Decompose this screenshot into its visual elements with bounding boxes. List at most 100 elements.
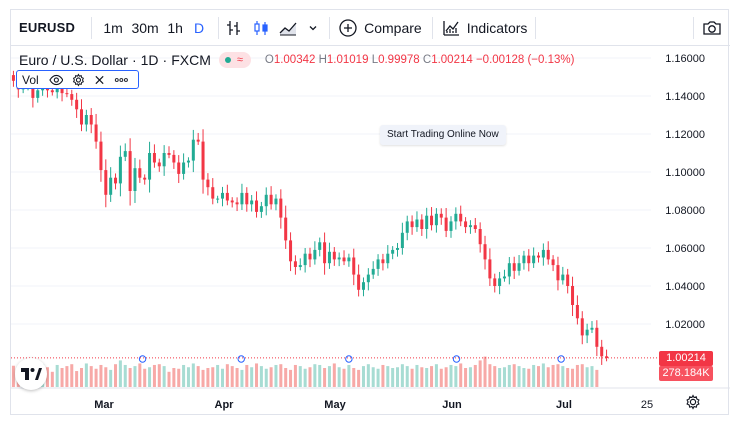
volume-bar	[352, 368, 356, 387]
candle-body	[114, 177, 118, 184]
snapshot-button[interactable]	[694, 10, 730, 46]
candle-body	[240, 192, 244, 205]
volume-bar	[225, 364, 229, 387]
volume-bar	[84, 363, 88, 387]
price-chart[interactable]: 1.16000 1.14000 1.12000 1.10000 1.08000 1.060…	[11, 10, 730, 416]
candle-body	[361, 282, 365, 290]
interval-30m-button[interactable]: 30m	[131, 19, 159, 36]
volume-bar	[196, 366, 200, 387]
candle-body	[245, 192, 249, 205]
last-price-tag: 1.00214	[659, 351, 713, 366]
more-horizontal-icon[interactable]	[114, 77, 129, 83]
candle-body	[250, 200, 254, 205]
volume-bar	[376, 368, 380, 387]
tradingview-logo[interactable]	[15, 358, 47, 390]
event-marker-icon	[138, 355, 147, 363]
volume-bar	[361, 366, 365, 387]
volume-legend[interactable]: Vol	[16, 70, 139, 89]
close-icon[interactable]	[94, 74, 105, 86]
candle-body	[468, 225, 472, 228]
candle-body	[318, 242, 322, 250]
volume-bar	[99, 364, 103, 387]
symbol-search-button[interactable]: EURUSD	[19, 20, 76, 35]
volume-bar	[561, 366, 565, 387]
volume-bar	[595, 369, 599, 387]
eye-icon[interactable]	[48, 74, 64, 86]
interval-1h-button[interactable]: 1h	[167, 19, 183, 36]
volume-bar	[366, 364, 370, 387]
candle-body	[561, 274, 565, 281]
volume-bar	[527, 368, 531, 387]
candle-body	[123, 151, 127, 157]
toolbar-divider	[693, 16, 694, 39]
legend-separator: ·	[131, 52, 137, 68]
candle-body	[386, 253, 390, 264]
time-axis[interactable]: Mar Apr May Jun Jul 25	[94, 399, 653, 411]
settings-gear-icon[interactable]	[685, 394, 701, 410]
volume-bar	[191, 363, 195, 387]
price-tick-label: 1.16000	[665, 53, 705, 65]
bar-style-button[interactable]	[219, 10, 249, 46]
volume-bar	[206, 368, 210, 387]
volume-bar	[216, 364, 220, 387]
volume-bar	[70, 364, 74, 387]
price-axis[interactable]: 1.16000 1.14000 1.12000 1.10000 1.08000 1.060…	[665, 53, 705, 331]
low-value: 0.99978	[378, 54, 420, 66]
candle-body	[527, 255, 531, 264]
candles-style-button[interactable]	[249, 10, 273, 46]
indicators-icon	[443, 20, 459, 36]
volume-bar	[381, 364, 385, 387]
volume-bar	[391, 368, 395, 387]
indicators-button[interactable]: Indicators	[433, 10, 536, 46]
volume-bar	[220, 368, 224, 387]
candle-body	[201, 141, 205, 180]
candle-body	[206, 179, 210, 188]
volume-bar	[430, 366, 434, 387]
volume-bar	[157, 364, 161, 387]
candle-body	[308, 253, 312, 260]
chart-type-dropdown[interactable]	[303, 10, 323, 46]
volume-bar	[308, 367, 312, 387]
volume-bar	[405, 366, 409, 387]
volume-bar	[536, 366, 541, 387]
candle-body	[502, 276, 506, 279]
volume-bar	[566, 368, 570, 387]
candle-body	[172, 154, 176, 163]
volume-bar	[425, 368, 429, 387]
volume-bar	[303, 368, 307, 387]
candle-body	[269, 194, 273, 205]
interval-d-button[interactable]: D	[194, 19, 205, 36]
chevron-down-icon	[309, 25, 317, 30]
open-key: O	[264, 54, 274, 66]
toolbar-divider	[431, 16, 433, 39]
gear-icon[interactable]	[72, 72, 85, 87]
area-style-button[interactable]	[273, 10, 303, 46]
price-tick-label: 1.06000	[665, 243, 705, 255]
low-key: L	[371, 54, 379, 66]
volume-bar	[45, 367, 49, 387]
event-marker-icon	[345, 355, 353, 363]
candle-body	[337, 257, 341, 260]
price-tick-label: 1.10000	[665, 167, 705, 179]
volume-bar	[250, 367, 254, 387]
tradingview-logo-icon	[21, 368, 42, 380]
volume-bar	[580, 364, 584, 387]
compare-button[interactable]: Compare	[330, 10, 432, 46]
time-tick-label: Mar	[94, 399, 114, 411]
candle-body	[444, 217, 448, 231]
time-tick-label: Apr	[215, 399, 235, 411]
market-status-badge[interactable]: ≈	[218, 52, 251, 68]
volume-bar	[410, 368, 414, 387]
interval-1m-button[interactable]: 1m	[103, 19, 123, 36]
promo-label[interactable]: Start Trading Online Now	[380, 125, 506, 145]
volume-bar	[143, 368, 147, 387]
candle-body	[133, 168, 137, 191]
candle-body	[449, 221, 453, 231]
candle-body	[65, 93, 69, 95]
candle-body	[143, 177, 147, 180]
price-tick-label: 1.12000	[665, 129, 705, 141]
candle-body	[220, 192, 224, 199]
volume-bar	[104, 367, 108, 387]
candle-body	[376, 259, 380, 269]
symbol-description[interactable]: Euro / U.S. Dollar	[19, 52, 128, 68]
